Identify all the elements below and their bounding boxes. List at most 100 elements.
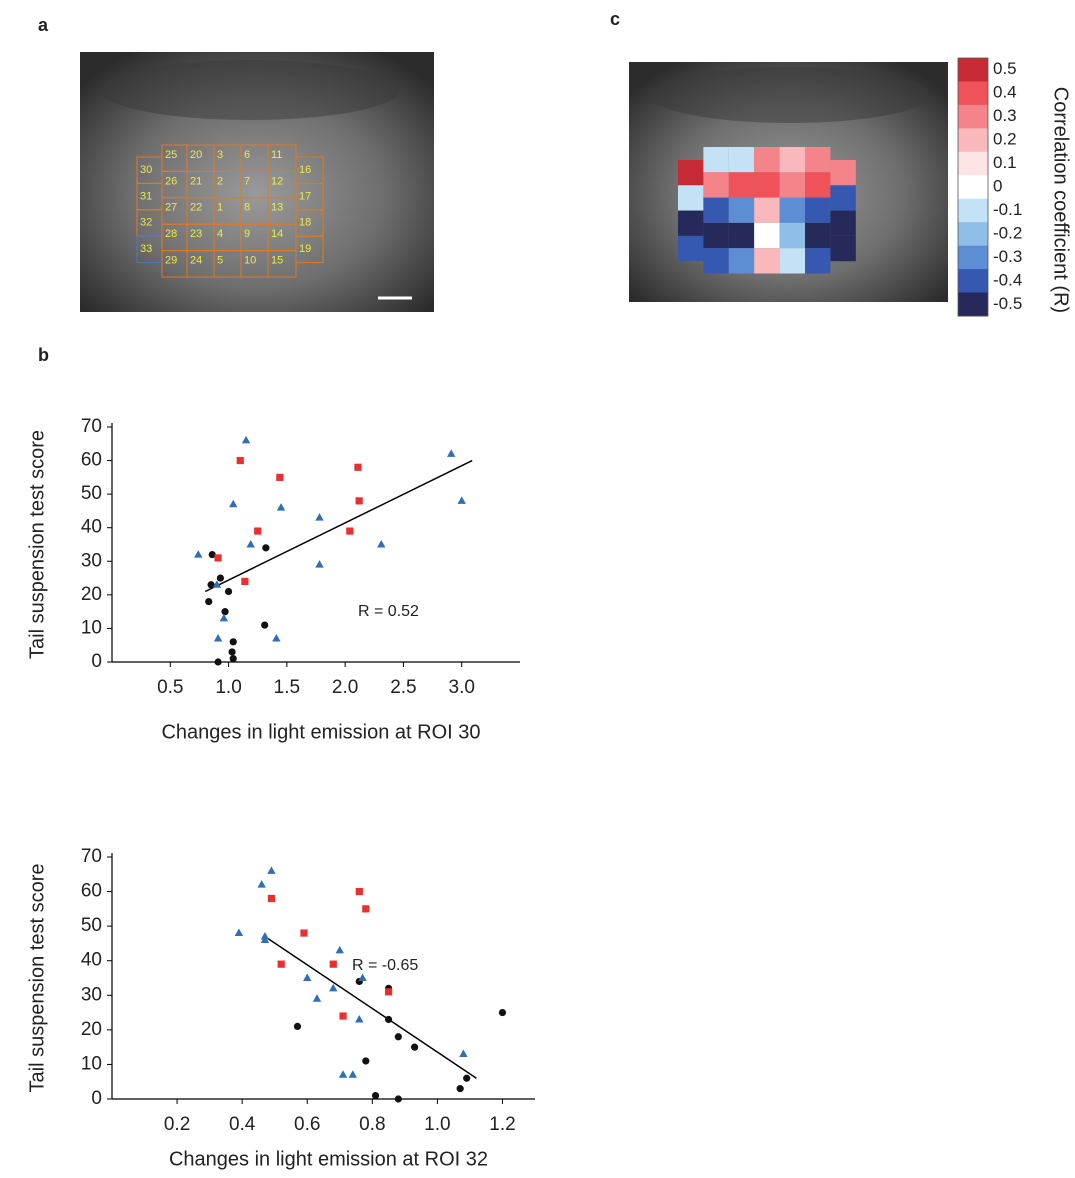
image-shade bbox=[100, 60, 400, 120]
y-tick-label: 0 bbox=[91, 1088, 102, 1109]
point bbox=[463, 1074, 471, 1082]
roi-label: 16 bbox=[299, 164, 311, 176]
colorbar-band bbox=[958, 198, 988, 223]
roi-label: 28 bbox=[165, 228, 177, 240]
heatmap-cell bbox=[754, 248, 780, 274]
heatmap-cell bbox=[754, 147, 780, 173]
roi-label: 5 bbox=[217, 255, 223, 267]
panel-label: a bbox=[38, 15, 49, 35]
heatmap-cell bbox=[830, 185, 856, 211]
panel-label: b bbox=[38, 345, 49, 365]
roi-label: 11 bbox=[271, 149, 282, 161]
colorbar-tick-label: -0.1 bbox=[993, 200, 1022, 219]
point bbox=[312, 994, 322, 1002]
roi-label: 15 bbox=[271, 255, 283, 267]
trendline bbox=[264, 935, 477, 1079]
x-tick-label: 0.2 bbox=[164, 1114, 190, 1135]
point bbox=[246, 540, 255, 548]
y-tick-label: 60 bbox=[81, 450, 102, 471]
heatmap-cell bbox=[728, 147, 755, 173]
point bbox=[355, 1014, 364, 1023]
roi-label: 7 bbox=[244, 175, 250, 187]
x-tick-label: 2.5 bbox=[390, 677, 416, 698]
point bbox=[394, 1095, 402, 1103]
heatmap-cell bbox=[779, 248, 805, 274]
point bbox=[276, 503, 286, 511]
roi-box bbox=[295, 235, 324, 264]
roi-label: 1 bbox=[217, 202, 223, 214]
heatmap-cell bbox=[779, 222, 805, 249]
point bbox=[277, 960, 285, 968]
colorbar-tick-label: 0.1 bbox=[993, 153, 1017, 172]
roi-label: 14 bbox=[271, 228, 283, 240]
point bbox=[358, 973, 367, 981]
point bbox=[241, 577, 249, 586]
point bbox=[221, 608, 229, 616]
x-tick-label: 1.5 bbox=[274, 677, 300, 698]
point bbox=[339, 1012, 347, 1020]
trendline bbox=[204, 459, 473, 593]
heatmap-cell bbox=[703, 172, 729, 198]
x-tick-label: 1.0 bbox=[424, 1114, 450, 1135]
roi-label: 20 bbox=[190, 149, 202, 161]
point bbox=[371, 1091, 380, 1100]
point bbox=[207, 581, 215, 589]
point bbox=[229, 499, 238, 508]
heatmap-cell bbox=[805, 222, 831, 249]
x-tick-label: 1.0 bbox=[215, 677, 241, 698]
point bbox=[214, 658, 222, 666]
roi-box bbox=[267, 250, 297, 278]
colorbar-band bbox=[958, 222, 988, 247]
y-tick-label: 20 bbox=[81, 1019, 102, 1040]
point bbox=[348, 1070, 357, 1078]
annotation: R = 0.52 bbox=[358, 603, 419, 620]
point bbox=[447, 449, 456, 457]
point bbox=[241, 435, 251, 444]
point bbox=[456, 1085, 464, 1093]
colorbar-band bbox=[958, 58, 988, 82]
heatmap-cell bbox=[678, 235, 704, 262]
colorbar-tick-label: -0.5 bbox=[993, 294, 1022, 313]
point bbox=[411, 1043, 419, 1051]
point bbox=[329, 983, 338, 992]
point bbox=[293, 1022, 302, 1030]
heatmap-cell bbox=[754, 172, 780, 198]
point bbox=[346, 527, 354, 535]
x-tick-label: 2.0 bbox=[332, 677, 358, 698]
colorbar-band bbox=[958, 104, 988, 129]
colorbar-band bbox=[958, 269, 988, 294]
point bbox=[224, 587, 233, 596]
colorbar-tick-label: 0.4 bbox=[993, 83, 1017, 102]
colorbar-tick-label: 0 bbox=[993, 176, 1002, 195]
point bbox=[214, 554, 222, 562]
point bbox=[303, 973, 312, 981]
heatmap-cell bbox=[678, 185, 704, 211]
point bbox=[267, 894, 276, 903]
roi-label: 4 bbox=[217, 228, 223, 240]
point bbox=[355, 887, 363, 896]
point bbox=[194, 550, 203, 558]
point bbox=[260, 935, 270, 943]
heatmap-cell bbox=[728, 248, 755, 274]
point bbox=[355, 497, 363, 505]
point bbox=[234, 928, 244, 937]
roi-label: 12 bbox=[271, 175, 283, 187]
heatmap-cell bbox=[779, 197, 805, 223]
roi-label: 3 bbox=[217, 149, 223, 161]
heatmap-cell bbox=[754, 197, 780, 223]
heatmap-cell bbox=[728, 172, 755, 198]
point bbox=[254, 527, 262, 535]
point bbox=[498, 1008, 507, 1017]
x-axis-title: Changes in light emission at ROI 30 bbox=[161, 721, 480, 743]
point bbox=[262, 544, 270, 552]
point bbox=[329, 960, 337, 968]
point bbox=[261, 621, 269, 629]
x-axis-title: Changes in light emission at ROI 32 bbox=[169, 1148, 488, 1170]
roi-label: 19 bbox=[299, 243, 311, 255]
point bbox=[315, 513, 324, 521]
point bbox=[205, 597, 213, 606]
roi-label: 21 bbox=[190, 175, 202, 187]
roi-label: 23 bbox=[190, 228, 202, 240]
point bbox=[459, 1049, 468, 1058]
point bbox=[384, 988, 393, 996]
